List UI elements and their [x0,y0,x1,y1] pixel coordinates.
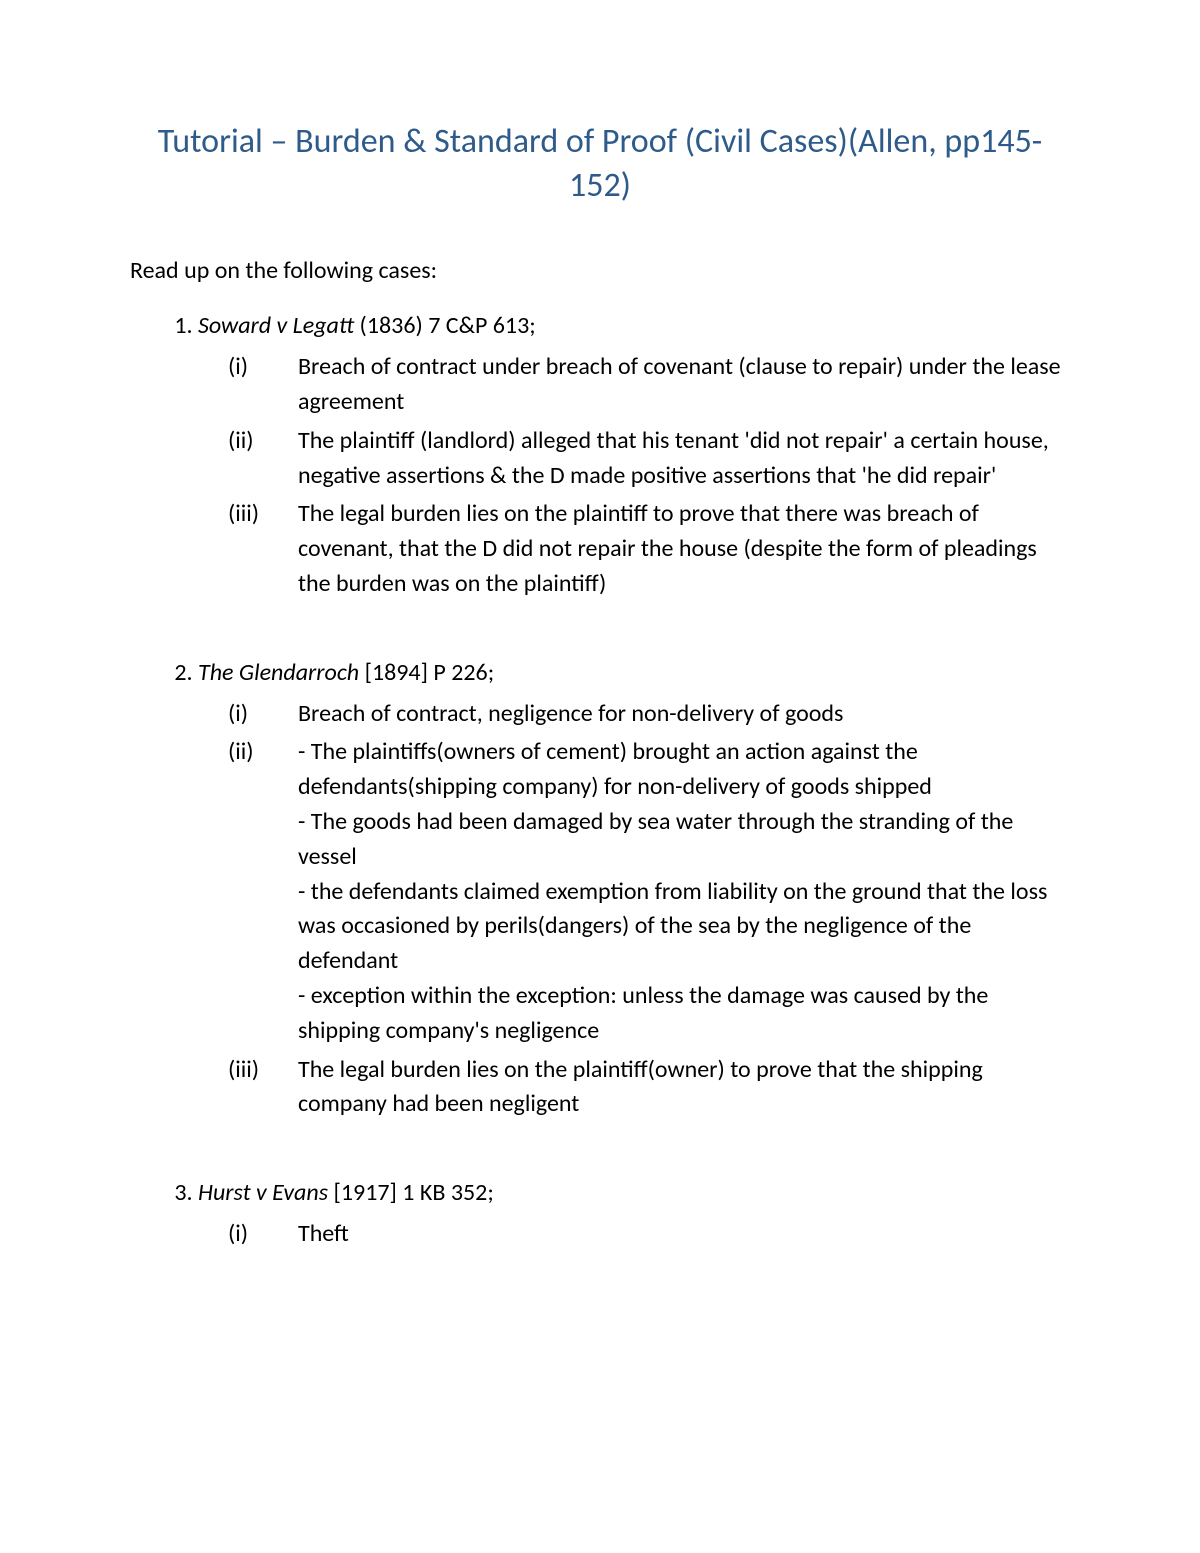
case-title: Hurst v Evans [1917] 1 KB 352; [198,1176,1070,1211]
roman-item: (iii)The legal burden lies on the plaint… [228,1053,1070,1123]
point-line: - exception within the exception: unless… [298,979,1070,1049]
point-line: The plaintiff (landlord) alleged that hi… [298,424,1070,494]
roman-item: (i)Breach of contract, negligence for no… [228,697,1070,732]
roman-list: (i)Breach of contract, negligence for no… [198,697,1070,1123]
roman-marker: (iii) [228,497,298,601]
roman-marker: (ii) [228,735,298,1048]
intro-text: Read up on the following cases: [130,256,1070,285]
point-line: Breach of contract, negligence for non-d… [298,697,1070,732]
page-title: Tutorial – Burden & Standard of Proof (C… [130,120,1070,208]
case-title: The Glendarroch [1894] P 226; [198,656,1070,691]
case-name: Hurst v Evans [198,1178,328,1207]
roman-body: The legal burden lies on the plaintiff(o… [298,1053,1070,1123]
roman-body: The legal burden lies on the plaintiff t… [298,497,1070,601]
case-title: Soward v Legatt (1836) 7 C&P 613; [198,309,1070,344]
roman-marker: (iii) [228,1053,298,1123]
roman-item: (i)Theft [228,1217,1070,1252]
roman-body: The plaintiff (landlord) alleged that hi… [298,424,1070,494]
roman-item: (ii)The plaintiff (landlord) alleged tha… [228,424,1070,494]
roman-marker: (i) [228,1217,298,1252]
roman-marker: (i) [228,350,298,420]
point-line: The legal burden lies on the plaintiff(o… [298,1053,1070,1123]
cases-list: Soward v Legatt (1836) 7 C&P 613;(i)Brea… [130,309,1070,1251]
roman-list: (i)Breach of contract under breach of co… [198,350,1070,602]
point-line: Theft [298,1217,1070,1252]
point-line: - The goods had been damaged by sea wate… [298,805,1070,875]
point-line: Breach of contract under breach of coven… [298,350,1070,420]
roman-marker: (ii) [228,424,298,494]
case-name: The Glendarroch [198,658,359,687]
case-item: The Glendarroch [1894] P 226; (i)Breach o… [198,656,1070,1122]
point-line: - The plaintiffs(owners of cement) broug… [298,735,1070,805]
roman-body: Theft [298,1217,1070,1252]
roman-item: (ii)- The plaintiffs(owners of cement) b… [228,735,1070,1048]
case-name: Soward v Legatt [198,311,354,340]
roman-body: - The plaintiffs(owners of cement) broug… [298,735,1070,1048]
roman-body: Breach of contract under breach of coven… [298,350,1070,420]
point-line: - the defendants claimed exemption from … [298,875,1070,979]
case-citation: [1917] 1 KB 352; [328,1178,494,1207]
case-citation: (1836) 7 C&P 613; [354,311,536,340]
roman-item: (iii)The legal burden lies on the plaint… [228,497,1070,601]
point-line: The legal burden lies on the plaintiff t… [298,497,1070,601]
roman-list: (i)Theft [198,1217,1070,1252]
document-page: Tutorial – Burden & Standard of Proof (C… [0,0,1200,1553]
roman-marker: (i) [228,697,298,732]
roman-body: Breach of contract, negligence for non-d… [298,697,1070,732]
case-citation: [1894] P 226; [359,658,494,687]
roman-item: (i)Breach of contract under breach of co… [228,350,1070,420]
case-item: Hurst v Evans [1917] 1 KB 352; (i)Theft [198,1176,1070,1252]
case-item: Soward v Legatt (1836) 7 C&P 613; (i)Brea… [198,309,1070,601]
